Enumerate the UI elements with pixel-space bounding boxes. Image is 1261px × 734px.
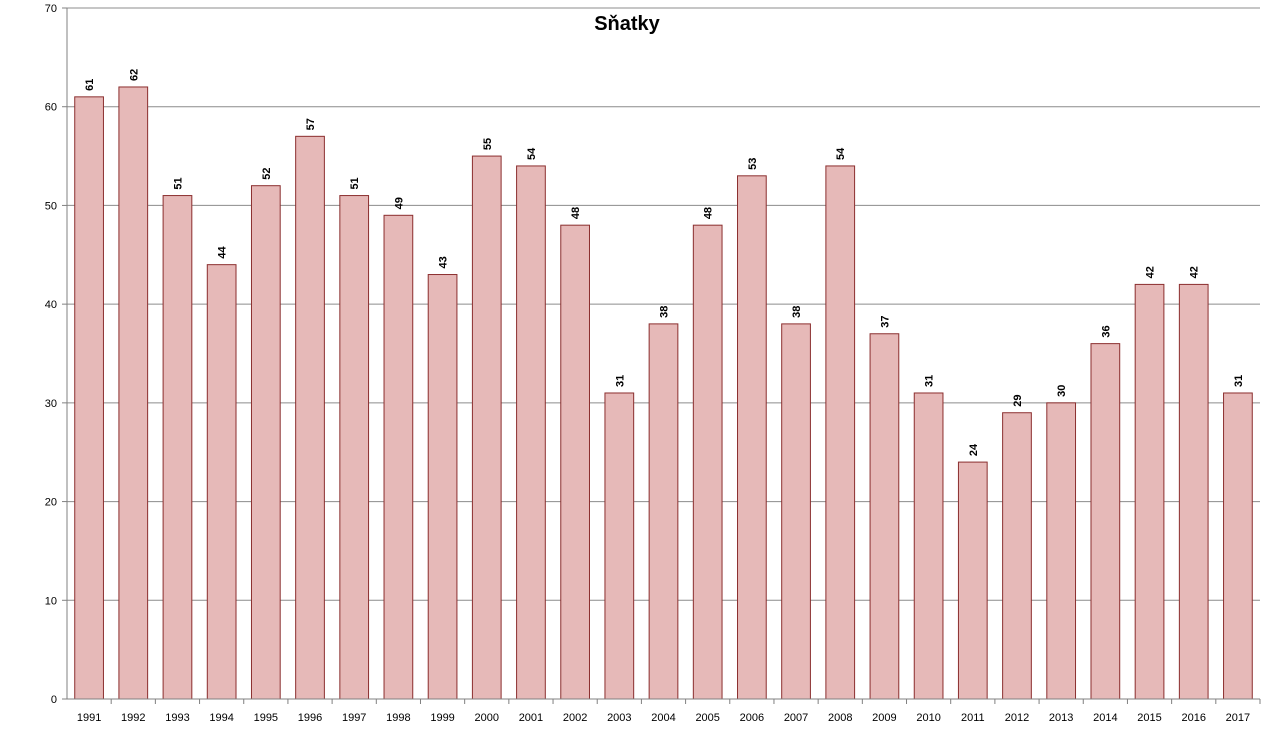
- bar-2003: [604, 392, 635, 700]
- data-label-2008: 54: [835, 147, 847, 160]
- data-label-2002: 48: [570, 207, 582, 219]
- bar-1998: [383, 214, 414, 700]
- data-label-2010: 31: [924, 375, 936, 387]
- bar-2008: [825, 165, 856, 700]
- data-label-2012: 29: [1012, 394, 1024, 406]
- bar-1995: [250, 185, 281, 700]
- axes: 0 10 20 30 40 50 60 70 1991 1992 1993 1994 1995 1996 1…: [45, 3, 1261, 724]
- data-label-1998: 49: [393, 197, 405, 209]
- data-label-1999: 43: [438, 256, 450, 268]
- data-label-2014: 36: [1100, 325, 1112, 337]
- data-label-2006: 53: [747, 158, 759, 170]
- data-label-2007: 38: [791, 306, 803, 318]
- chart-title: Sňatky: [594, 13, 660, 35]
- x-tick-label-2004: 2004: [651, 712, 675, 724]
- x-tick-label-2016: 2016: [1181, 712, 1205, 724]
- bar-1993: [162, 195, 193, 700]
- bar-1996: [295, 135, 325, 700]
- bar-2010: [913, 392, 944, 700]
- data-label-2005: 48: [703, 207, 715, 219]
- bar-2017: [1223, 392, 1253, 700]
- y-tick-label: 30: [45, 398, 57, 410]
- x-tick-label-2015: 2015: [1137, 712, 1161, 724]
- y-tick-label: 60: [45, 102, 57, 114]
- y-tick-label: 0: [51, 694, 57, 706]
- x-tick-label-1997: 1997: [342, 712, 366, 724]
- bar-2001: [516, 165, 546, 700]
- bar-1991: [74, 96, 104, 700]
- data-label-1996: 57: [305, 118, 317, 130]
- x-tick-label-2008: 2008: [828, 712, 852, 724]
- bar-2005: [692, 224, 723, 700]
- x-tick-label-2001: 2001: [519, 712, 543, 724]
- data-label-2011: 24: [968, 443, 980, 456]
- x-tick-label-2014: 2014: [1093, 712, 1117, 724]
- x-tick-label-1991: 1991: [77, 712, 101, 724]
- y-tick-label: 40: [45, 299, 57, 311]
- bar-1992: [118, 86, 149, 700]
- data-label-1994: 44: [217, 246, 229, 259]
- x-tick-label-2010: 2010: [916, 712, 940, 724]
- bars: [74, 86, 1253, 700]
- x-tick-label-2011: 2011: [961, 712, 985, 724]
- data-label-2000: 55: [482, 138, 494, 150]
- x-tick-label-1999: 1999: [430, 712, 454, 724]
- data-label-2015: 42: [1145, 266, 1157, 278]
- x-tick-label-1992: 1992: [121, 712, 145, 724]
- data-label-1997: 51: [349, 177, 361, 189]
- bar-2007: [781, 323, 811, 700]
- y-tick-label: 50: [45, 200, 57, 212]
- bar-2006: [737, 175, 767, 700]
- x-tick-label-2012: 2012: [1005, 712, 1029, 724]
- bar-2014: [1090, 343, 1121, 700]
- bar-2004: [648, 323, 679, 700]
- data-label-1995: 52: [261, 167, 273, 179]
- x-tick-label-1995: 1995: [254, 712, 278, 724]
- data-label-2013: 30: [1056, 385, 1068, 397]
- x-tick-label-1998: 1998: [386, 712, 410, 724]
- x-tick-label-2007: 2007: [784, 712, 808, 724]
- y-tick-label: 70: [45, 3, 57, 15]
- data-label-1993: 51: [172, 177, 184, 189]
- bar-2009: [869, 333, 900, 700]
- bar-1999: [427, 274, 458, 700]
- data-label-1992: 62: [128, 69, 140, 81]
- x-tick-label-1993: 1993: [165, 712, 189, 724]
- data-label-2016: 42: [1189, 266, 1201, 278]
- x-tick-label-2000: 2000: [475, 712, 499, 724]
- data-label-2017: 31: [1233, 375, 1245, 387]
- bar-2013: [1046, 402, 1077, 700]
- bar-1997: [339, 195, 370, 700]
- y-tick-label: 10: [45, 595, 57, 607]
- bar-2015: [1134, 283, 1165, 700]
- x-tick-label-1996: 1996: [298, 712, 322, 724]
- bar-2011: [957, 461, 988, 700]
- bar-2012: [1002, 412, 1032, 700]
- x-tick-label-2009: 2009: [872, 712, 896, 724]
- data-label-2004: 38: [659, 306, 671, 318]
- data-labels: 61 62 51 44 52 57 51 49 43 55 54 48 31 38 48 53 38 54 37 31…: [84, 69, 1245, 456]
- data-label-2001: 54: [526, 147, 538, 160]
- x-tick-label-2006: 2006: [740, 712, 764, 724]
- data-label-1991: 61: [84, 79, 96, 91]
- data-label-2003: 31: [614, 375, 626, 387]
- bar-1994: [206, 264, 237, 700]
- bar-2000: [471, 155, 502, 700]
- bar-2002: [560, 224, 590, 700]
- x-tick-label-2005: 2005: [695, 712, 719, 724]
- y-tick-label: 20: [45, 497, 57, 509]
- bar-2016: [1178, 283, 1209, 700]
- x-tick-label-2003: 2003: [607, 712, 631, 724]
- x-tick-label-2002: 2002: [563, 712, 587, 724]
- x-tick-label-2013: 2013: [1049, 712, 1073, 724]
- x-tick-label-1994: 1994: [209, 712, 233, 724]
- data-label-2009: 37: [879, 316, 891, 328]
- x-tick-label-2017: 2017: [1226, 712, 1250, 724]
